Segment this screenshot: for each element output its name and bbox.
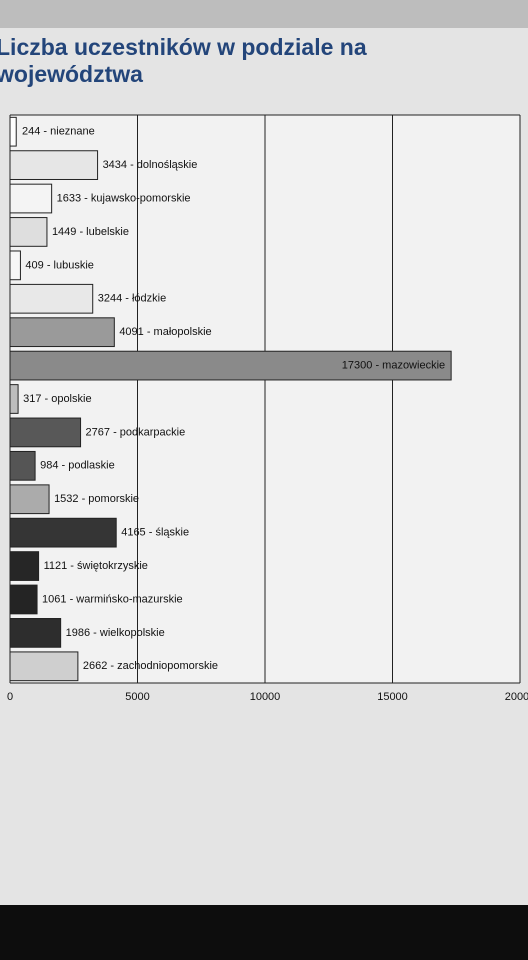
bar-label: 17300 - mazowieckie (342, 359, 445, 371)
bar (9, 584, 38, 615)
chart-title: Liczba uczestników w podziale na wojewód… (0, 34, 367, 87)
bar (9, 317, 115, 348)
bar (9, 116, 17, 147)
bar-label: 4165 - śląskie (121, 527, 189, 539)
bar (9, 183, 53, 214)
bar-label: 984 - podlaskie (40, 460, 115, 472)
bar (9, 450, 36, 481)
bar-label: 1121 - świętokrzyskie (44, 560, 148, 572)
x-tick-label: 10000 (250, 691, 281, 703)
bar (9, 283, 94, 314)
x-tick-label: 5000 (125, 691, 149, 703)
bar (9, 484, 50, 515)
bar (9, 417, 82, 448)
bar-label: 1061 - warmińsko-mazurskie (42, 593, 183, 605)
bar-label: 1986 - wielkopolskie (66, 627, 165, 639)
x-tick-label: 15000 (377, 691, 408, 703)
bar-label: 1633 - kujawsko-pomorskie (57, 192, 191, 204)
bar (9, 651, 79, 682)
bar (9, 517, 117, 548)
bar (9, 217, 48, 247)
bar-label: 2662 - zachodniopomorskie (83, 660, 218, 672)
bar (9, 350, 452, 381)
title-box: Liczba uczestników w podziale na wojewód… (0, 34, 367, 87)
bar-label: 317 - opolskie (23, 393, 92, 405)
bar (9, 551, 40, 581)
screen-bezel (0, 905, 528, 960)
bar (9, 618, 62, 648)
bar-label: 4091 - małopolskie (119, 326, 211, 338)
bar-label: 244 - nieznane (22, 126, 95, 138)
x-tick-label: 0 (7, 691, 13, 703)
bar (9, 384, 19, 414)
bar-label: 1532 - pomorskie (54, 493, 139, 505)
bar (9, 150, 99, 180)
bar-label: 1449 - lubelskie (52, 226, 129, 238)
bar-label: 3434 - dolnośląskie (103, 159, 198, 171)
x-tick-label: 20000 (505, 691, 528, 703)
bar-label: 3244 - łódzkie (98, 293, 167, 305)
bar-label: 2767 - podkarpackie (86, 426, 186, 438)
bar-label: 409 - lubuskie (25, 259, 94, 271)
bar (9, 250, 21, 281)
screen-top (0, 0, 528, 28)
